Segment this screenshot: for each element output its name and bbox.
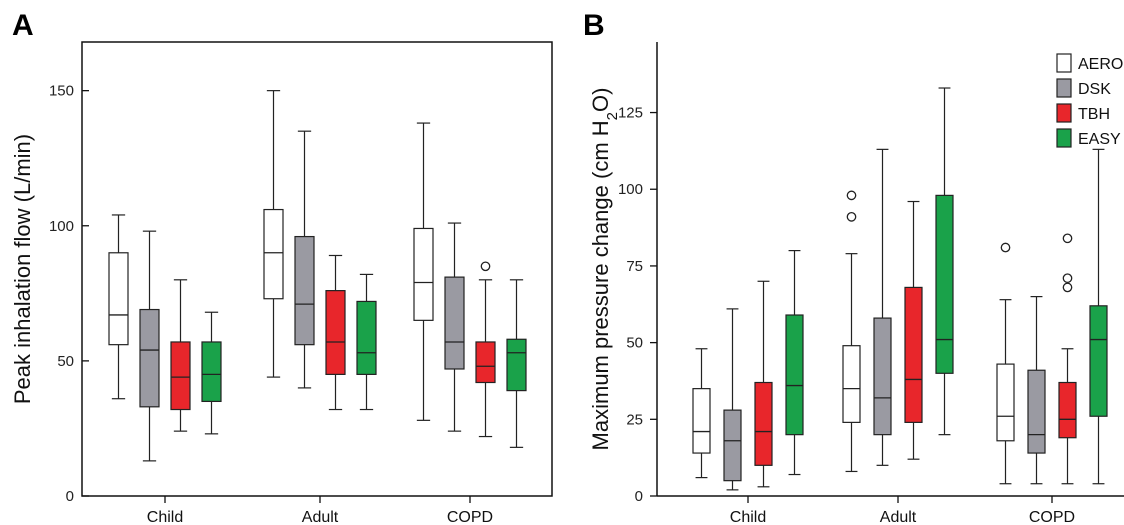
box-tbh-child [170,279,191,432]
box-iqr [294,235,315,346]
box-tbh-copd [475,261,496,438]
y-tick-label: 25 [626,411,643,428]
box-tbh-child [754,280,773,488]
plot-frame-a [81,41,553,497]
box-iqr [692,388,711,454]
legend-swatch-easy [1056,128,1072,148]
box-iqr [325,290,346,375]
y-tick-label: 50 [626,335,643,352]
y-tick-label: 0 [635,488,643,505]
category-label: COPD [1029,509,1075,525]
box-iqr [842,345,861,423]
y-tick-label: 100 [49,218,74,235]
y-tick-label: 100 [618,181,643,198]
box-dsk-child [723,308,742,491]
box-iqr [785,314,804,436]
outlier-point [1062,282,1073,293]
y-tick-label: 50 [57,353,74,370]
box-iqr [201,341,222,403]
y-axis-ticks-a: 0 50 100 150 [49,83,89,505]
category-labels-a: Child Adult COPD [147,496,493,525]
box-easy-copd [1089,148,1108,485]
box-easy-child [201,311,222,435]
outlier-point [480,261,491,272]
category-labels-b: Child Adult COPD [730,496,1075,525]
box-easy-adult [935,87,954,436]
box-dsk-child [139,230,160,462]
box-dsk-copd [1027,296,1046,485]
y-tick-label: 0 [66,488,74,505]
box-iqr [754,381,773,466]
outlier-point [846,212,857,222]
box-iqr [356,300,377,375]
legend: AERO DSK TBH EASY [1056,53,1123,148]
panel-letter-a: A [12,9,34,42]
box-iqr [108,252,129,346]
box-aero-child [108,214,129,400]
box-iqr [263,208,284,300]
y-axis-ticks-b: 0 25 50 75 100 125 [618,105,657,505]
panel-b: B 0 25 50 75 100 125 Child Adult COPD Maximum p… [583,9,1124,525]
legend-label-tbh: TBH [1078,106,1110,123]
outlier-point [1062,273,1073,284]
box-easy-adult [356,273,377,411]
category-label: Child [147,509,183,525]
box-aero-child [692,348,711,479]
category-label: Adult [880,509,917,525]
category-label: Child [730,509,766,525]
box-iqr [1027,369,1046,454]
box-iqr [506,338,527,392]
category-label: Adult [302,509,339,525]
y-tick-label: 75 [626,258,643,275]
box-tbh-adult [904,200,923,460]
y-axis-title-a: Peak inhalation flow (L/min) [10,134,35,404]
legend-swatch-aero [1056,53,1072,73]
box-iqr [1058,381,1077,439]
box-aero-adult [842,190,861,473]
box-iqr [1089,305,1108,417]
box-iqr [873,317,892,436]
legend-swatch-dsk [1056,78,1072,98]
box-dsk-adult [294,130,315,389]
box-tbh-adult [325,254,346,411]
box-iqr [139,308,160,408]
box-iqr [413,227,434,321]
y-tick-label: 125 [618,105,643,122]
box-iqr [170,341,191,411]
category-label: COPD [447,509,493,525]
box-iqr [904,286,923,423]
box-easy-child [785,249,804,476]
box-iqr [935,194,954,374]
box-aero-copd [996,242,1015,485]
box-iqr [723,409,742,482]
box-aero-copd [413,122,434,421]
legend-label-easy: EASY [1078,131,1121,148]
outlier-point [1062,233,1073,244]
legend-label-dsk: DSK [1078,81,1111,98]
y-axis-title-b: Maximum pressure change (cm H2O) [588,88,621,451]
y-tick-label: 150 [49,83,74,100]
panel-a: A 0 50 100 150 Child Adult COPD Peak inhalati… [10,9,553,525]
box-tbh-copd [1058,233,1077,485]
box-dsk-copd [444,222,465,432]
box-aero-adult [263,90,284,378]
outlier-point [846,190,857,201]
box-easy-copd [506,279,527,448]
outlier-point [1000,242,1011,253]
legend-swatch-tbh [1056,103,1072,123]
box-iqr [996,363,1015,442]
box-plots-a [108,90,527,462]
box-dsk-adult [873,148,892,466]
box-iqr [475,341,496,384]
box-plots-b [692,87,1108,491]
legend-label-aero: AERO [1078,56,1123,73]
panel-letter-b: B [583,9,605,42]
box-iqr [444,276,465,370]
